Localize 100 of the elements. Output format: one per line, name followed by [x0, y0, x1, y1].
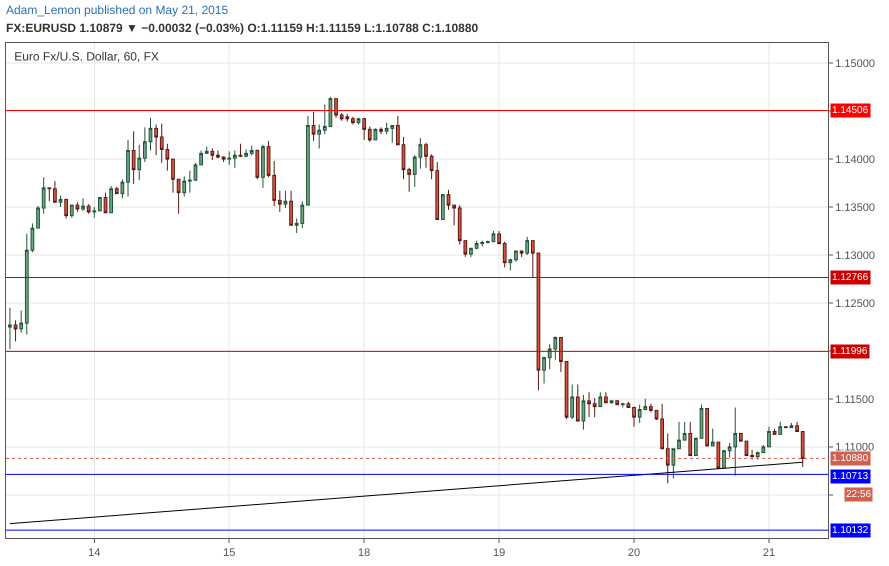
x-tick-label: 14 [88, 547, 100, 560]
candlestick [790, 422, 794, 428]
candlestick [384, 122, 389, 135]
candlestick [598, 392, 602, 408]
candlestick [492, 230, 496, 242]
candlestick [24, 233, 29, 336]
candlestick [132, 130, 136, 185]
candlestick [356, 117, 360, 126]
candlestick [435, 161, 440, 220]
candlestick [272, 160, 276, 207]
candlestick [463, 240, 468, 258]
candlestick [520, 250, 524, 258]
y-tick-label: 1.14000 [835, 154, 875, 166]
candlestick [53, 180, 57, 203]
candlestick [255, 148, 260, 180]
candlestick [165, 143, 170, 172]
x-tick-label: 18 [358, 547, 370, 560]
candlestick [666, 432, 670, 484]
candlestick [620, 402, 625, 408]
text: Adam_Lemon published on May 21, 2015 [6, 3, 228, 17]
candlestick [351, 116, 355, 126]
candlestick [154, 124, 158, 156]
ref-line-label: 1.12766 [832, 272, 869, 283]
y-tick-label: 1.11500 [835, 394, 874, 406]
candlestick [576, 384, 580, 422]
candlestick [795, 421, 799, 432]
candlestick [705, 408, 709, 446]
candlestick [497, 230, 501, 245]
candlestick [98, 196, 102, 212]
candlestick [160, 123, 164, 164]
candlestick [643, 398, 648, 411]
candlestick [227, 150, 232, 166]
candlestick [536, 252, 540, 391]
candlestick [328, 96, 332, 127]
candlestick [210, 148, 214, 161]
candlestick [266, 140, 270, 178]
candlestick [710, 428, 715, 446]
candlestick [204, 146, 209, 154]
candlestick [738, 432, 743, 442]
candlestick [345, 113, 350, 122]
candlestick [300, 200, 304, 229]
candlestick [250, 145, 254, 156]
y-tick-label: 1.13000 [835, 250, 875, 262]
candlestick [756, 451, 760, 460]
candlestick [542, 356, 546, 384]
candlestick [244, 148, 248, 158]
candlestick [188, 170, 192, 194]
candlestick [660, 403, 664, 450]
text: Euro Fx/U.S. Dollar, 60, FX [14, 49, 159, 64]
candlestick [317, 124, 322, 150]
y-tick-label: 1.13500 [835, 202, 875, 214]
candlestick [8, 307, 12, 350]
candlestick [733, 407, 738, 476]
ref-line-label: 1.11996 [832, 346, 868, 357]
chart-subtitle: FX:EURUSD 1.10879 ▼ −0.00032 (−0.03%) O:1.11159 H:1.11159 L:1.10788 C:1.10880 [6, 21, 478, 35]
candlestick [480, 240, 484, 247]
candlestick [340, 112, 344, 122]
candlestick [238, 143, 242, 158]
candlestick [458, 204, 462, 245]
candlestick [772, 428, 776, 435]
candlestick [232, 150, 237, 168]
candlestick [778, 421, 782, 435]
candlestick [390, 125, 394, 144]
ref-line-label: 1.10880 [832, 453, 869, 464]
y-tick-label: 1.12500 [835, 298, 875, 310]
candlestick [109, 185, 114, 214]
candlestick [514, 250, 518, 262]
candlestick [800, 431, 805, 468]
candlestick [592, 397, 597, 418]
candlestick [508, 258, 512, 271]
candlestick [81, 198, 85, 212]
candlestick [334, 98, 338, 118]
candlestick [92, 206, 96, 218]
candlestick [716, 442, 720, 470]
candlestick [42, 176, 46, 214]
candlestick [767, 426, 771, 448]
candlestick [137, 144, 142, 181]
candlestick [76, 202, 80, 212]
candlestick [261, 144, 265, 188]
candlestick [502, 241, 507, 268]
candlestick [412, 154, 417, 188]
candlestick [294, 218, 299, 234]
candlestick [368, 126, 372, 142]
candlestick [604, 392, 608, 404]
candlestick [86, 204, 91, 214]
candlestick [530, 240, 535, 278]
candlestick [582, 394, 586, 430]
y-tick-label: 1.15000 [835, 58, 875, 70]
x-tick-label: 15 [223, 547, 236, 560]
candlestick [548, 344, 552, 370]
candlestick [312, 112, 316, 142]
candlestick [610, 399, 614, 404]
candlestick [638, 404, 642, 424]
x-tick-label: 19 [492, 547, 506, 560]
candlestick [284, 190, 288, 208]
candlestick [418, 137, 422, 170]
x-tick-label: 20 [628, 547, 640, 560]
x-tick-label: 21 [762, 547, 776, 560]
ref-line-label: 1.10132 [832, 525, 869, 536]
candlestick [688, 421, 692, 456]
